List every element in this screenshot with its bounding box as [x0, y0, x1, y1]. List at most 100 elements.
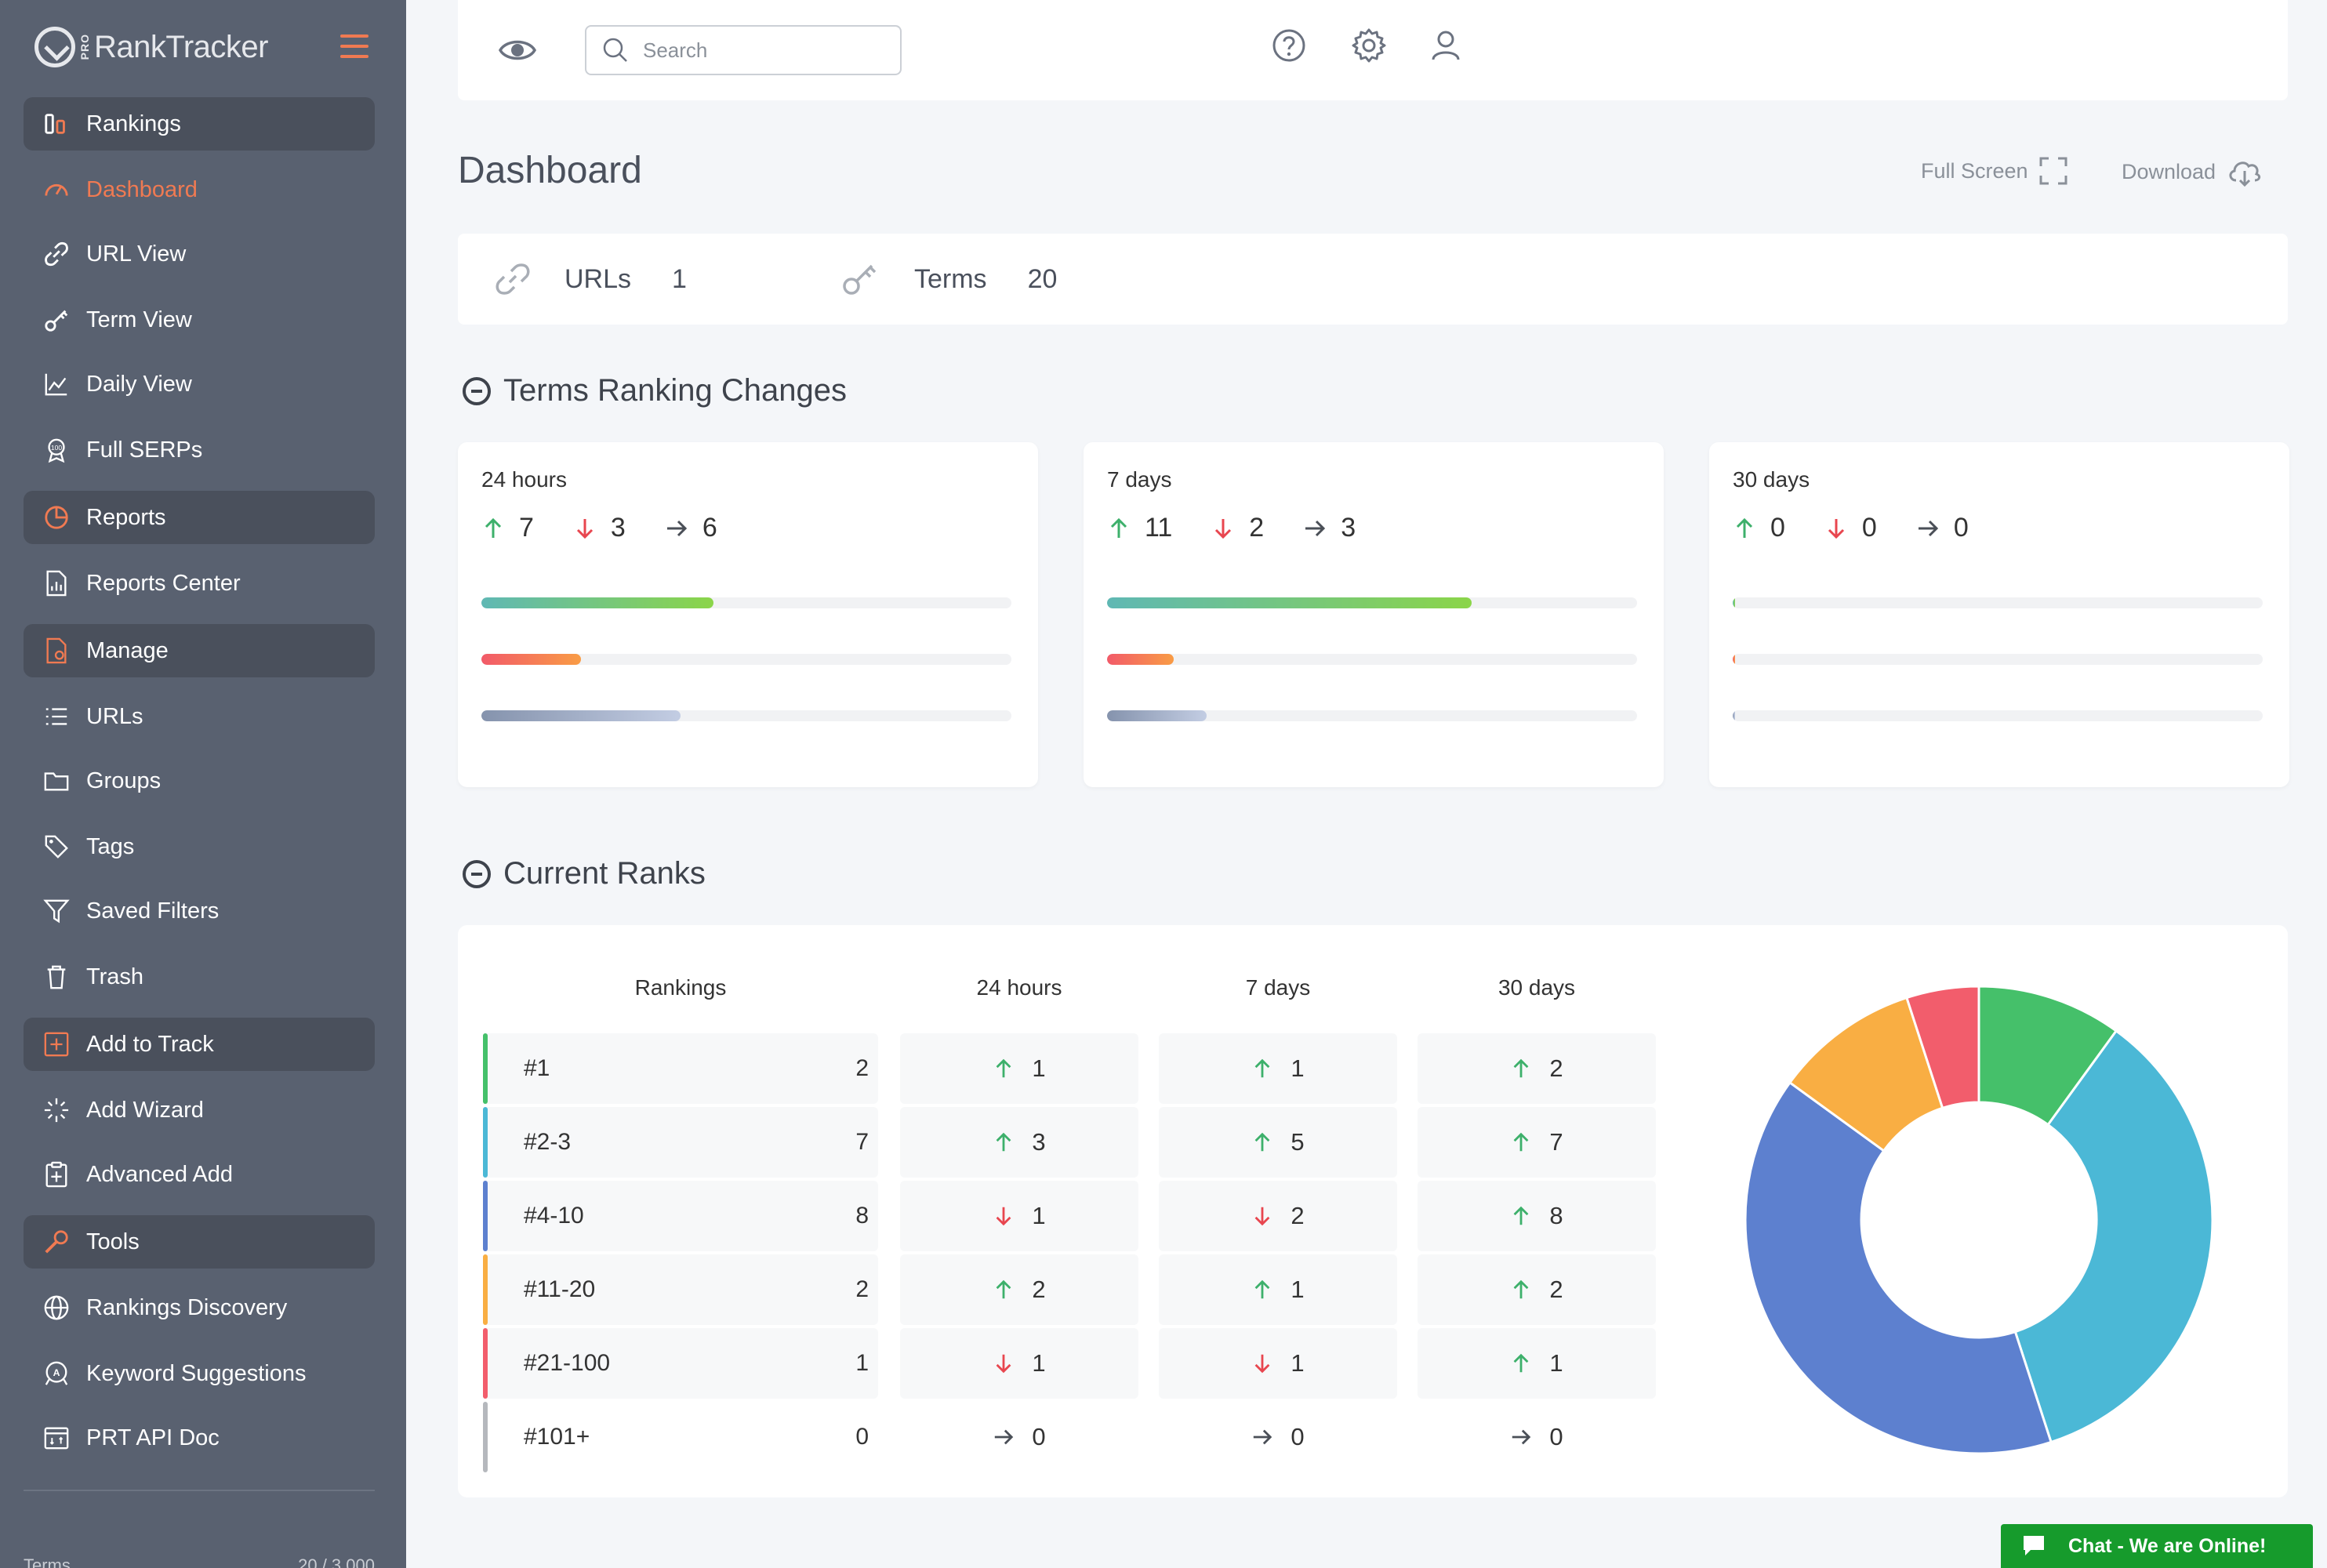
link-icon [42, 240, 71, 268]
search-box [585, 25, 902, 75]
sidebar-item-add-to-track[interactable]: Add to Track [24, 1018, 375, 1071]
key-icon [843, 264, 877, 295]
sidebar-item-tags[interactable]: Tags [24, 820, 375, 873]
change-card-period: 24 hours [481, 467, 567, 492]
collapse-icon[interactable] [463, 376, 491, 405]
sidebar-item-rankings[interactable]: Rankings [24, 97, 375, 151]
donut-slice-4-10[interactable] [1744, 1080, 2053, 1455]
rank-range-cell: #1 2 [483, 1033, 878, 1104]
sidebar-item-term-view[interactable]: Term View [24, 293, 375, 347]
download-button[interactable]: Download [2122, 157, 2263, 187]
sidebar-item-label: Keyword Suggestions [86, 1360, 307, 1386]
sidebar-item-reports-center[interactable]: Reports Center [24, 557, 375, 610]
terms-count: 20 [1027, 263, 1058, 294]
sidebar-item-label: Full SERPs [86, 437, 203, 463]
full-screen-label: Full Screen [1921, 158, 2028, 183]
change-bar-fill [1107, 710, 1207, 721]
sidebar-item-advanced-add[interactable]: Advanced Add [24, 1148, 375, 1201]
col-head-7d: 7 days [1245, 975, 1311, 1000]
rank-change-value: 1 [1032, 1054, 1046, 1082]
sidebar-item-label: Reports [86, 504, 166, 530]
full-screen-button[interactable]: Full Screen [1921, 157, 2067, 185]
urls-summary[interactable]: URLs 1 [496, 234, 687, 325]
sidebar: PRO RankTracker Rankings Dashboard URL Vie… [0, 0, 406, 1568]
donut-slice-21-100[interactable] [1905, 985, 1980, 1110]
chat-button[interactable]: Chat - We are Online! [2001, 1524, 2313, 1568]
sidebar-item-full-serps[interactable]: 100 Full SERPs [24, 423, 375, 477]
current-ranks-heading: Current Ranks [463, 856, 706, 891]
pie-chart-icon [42, 503, 71, 532]
terms-summary[interactable]: Terms 20 [842, 234, 1057, 325]
arrow-up-icon [996, 1279, 1011, 1299]
change-card-period: 30 days [1733, 467, 1810, 492]
summary-bar: URLs 1 Terms 20 [458, 234, 2288, 325]
change-bar-fill [1107, 597, 1472, 608]
arrow-down-icon [996, 1207, 1011, 1226]
sidebar-item-daily-view[interactable]: Daily View [24, 358, 375, 411]
arrow-up-icon [1513, 1206, 1529, 1225]
change-value-same: 0 [1953, 513, 1969, 543]
rank-change-value: 1 [1291, 1276, 1305, 1303]
rank-change-cell-d30: 8 [1418, 1181, 1656, 1251]
change-bar-same [1733, 710, 2263, 721]
rank-change-cell-d30: 7 [1418, 1107, 1656, 1178]
sidebar-item-tools[interactable]: Tools [24, 1215, 375, 1269]
change-bar-fill [481, 597, 713, 608]
wizard-icon [42, 1096, 71, 1124]
sidebar-item-label: Groups [86, 768, 162, 793]
change-value-down: 0 [1861, 513, 1877, 543]
wrench-icon [42, 1228, 71, 1256]
user-icon[interactable] [1427, 27, 1465, 64]
collapse-icon[interactable] [463, 859, 491, 888]
change-bar-fill [1733, 654, 1735, 665]
sidebar-item-rankings-discovery[interactable]: Rankings Discovery [24, 1281, 375, 1334]
settings-gear-icon[interactable] [1350, 27, 1388, 64]
rank-color-accent [483, 1033, 488, 1104]
sidebar-item-add-wizard[interactable]: Add Wizard [24, 1083, 375, 1137]
rank-range-cell: #11-20 2 [483, 1254, 878, 1325]
rank-change-cell-d30: 2 [1418, 1033, 1656, 1104]
sidebar-item-prt-api-doc[interactable]: PRT API Doc [24, 1411, 375, 1465]
rank-color-accent [483, 1254, 488, 1325]
rank-change-cell-d30: 0 [1418, 1402, 1656, 1472]
menu-toggle-icon[interactable] [340, 34, 368, 58]
sidebar-item-groups[interactable]: Groups [24, 754, 375, 808]
arrow-up-icon [1254, 1058, 1270, 1078]
search-input[interactable] [643, 38, 878, 63]
arrow-up-icon [1513, 1132, 1529, 1152]
rank-change-value: 2 [1549, 1276, 1563, 1303]
sidebar-item-trash[interactable]: Trash [24, 950, 375, 1004]
sidebar-item-url-view[interactable]: URL View [24, 227, 375, 281]
sidebar-item-reports[interactable]: Reports [24, 491, 375, 544]
eye-icon[interactable] [499, 34, 536, 66]
change-value-up: 11 [1145, 513, 1173, 543]
logo-icon [34, 27, 75, 67]
terms-usage-label: Terms [24, 1555, 71, 1568]
donut-slice-2-3[interactable] [2013, 1029, 2214, 1444]
sidebar-item-keyword-suggestions[interactable]: A Keyword Suggestions [24, 1347, 375, 1400]
sidebar-item-manage[interactable]: Manage [24, 624, 375, 677]
list-icon [42, 702, 71, 731]
sidebar-item-urls[interactable]: URLs [24, 690, 375, 743]
rank-change-cell-h24: 1 [900, 1181, 1138, 1251]
rankings-icon [42, 110, 71, 138]
change-count-same: 3 [1303, 513, 1356, 543]
sidebar-item-dashboard[interactable]: Dashboard [24, 163, 375, 216]
terms-usage-value: 20 / 3,000 [298, 1555, 375, 1568]
change-counts: 0 0 0 [1733, 513, 2008, 543]
current-ranks-card: Rankings 24 hours 7 days 30 days #1 2 1 1 2 #… [458, 925, 2288, 1497]
logo[interactable]: PRO RankTracker [34, 24, 268, 71]
rank-change-cell-d7: 2 [1159, 1181, 1397, 1251]
logo-prefix: PRO [78, 34, 91, 60]
help-icon[interactable] [1270, 27, 1308, 64]
col-head-30d: 30 days [1497, 975, 1576, 1000]
arrow-up-icon [1513, 1058, 1529, 1078]
sidebar-item-saved-filters[interactable]: Saved Filters [24, 884, 375, 938]
arrow-right-icon [666, 520, 687, 536]
rank-count: 8 [855, 1203, 869, 1229]
change-bar-up [1733, 597, 2263, 608]
arrow-right-icon [1254, 1429, 1272, 1445]
sidebar-item-label: Trash [86, 964, 144, 989]
sidebar-item-label: Rankings Discovery [86, 1294, 288, 1320]
svg-text:A: A [53, 1367, 60, 1378]
